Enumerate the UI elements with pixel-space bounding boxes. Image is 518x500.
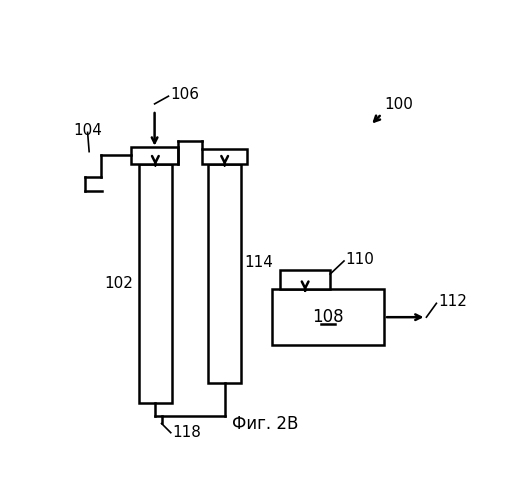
Text: 100: 100: [384, 98, 413, 112]
Text: 108: 108: [312, 308, 344, 326]
Bar: [272, 290, 384, 345]
Bar: [280, 270, 330, 289]
Bar: [208, 164, 241, 384]
Text: 104: 104: [74, 124, 103, 138]
Text: Фиг. 2B: Фиг. 2B: [232, 416, 299, 434]
Bar: [203, 148, 247, 164]
Text: 106: 106: [170, 87, 199, 102]
Text: 114: 114: [244, 255, 274, 270]
Bar: [132, 147, 178, 164]
Text: 112: 112: [438, 294, 467, 310]
Text: 118: 118: [172, 425, 201, 440]
Text: 102: 102: [104, 276, 133, 291]
Bar: [139, 164, 171, 402]
Text: 110: 110: [346, 252, 375, 267]
